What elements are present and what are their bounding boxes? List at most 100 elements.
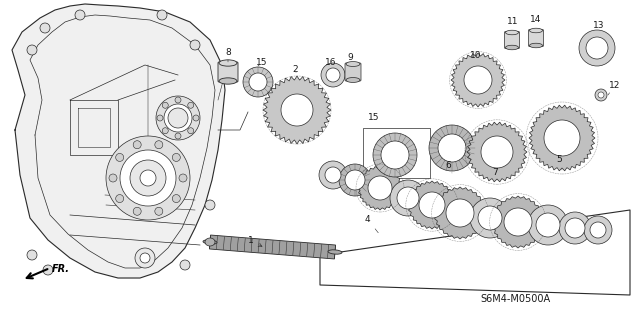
Polygon shape xyxy=(544,120,580,156)
Polygon shape xyxy=(451,53,505,107)
Circle shape xyxy=(43,265,53,275)
Circle shape xyxy=(140,170,156,186)
Circle shape xyxy=(175,97,181,103)
Polygon shape xyxy=(467,122,527,182)
Ellipse shape xyxy=(346,78,360,82)
Circle shape xyxy=(116,153,124,161)
Circle shape xyxy=(193,115,199,121)
Text: 10: 10 xyxy=(470,51,481,60)
Text: 4: 4 xyxy=(365,215,378,233)
Circle shape xyxy=(339,164,371,196)
Text: 7: 7 xyxy=(492,168,498,180)
Circle shape xyxy=(27,250,37,260)
Circle shape xyxy=(397,187,419,209)
Circle shape xyxy=(579,30,615,66)
Circle shape xyxy=(565,218,585,238)
Circle shape xyxy=(172,195,180,203)
Ellipse shape xyxy=(203,240,217,244)
Polygon shape xyxy=(419,192,445,218)
Circle shape xyxy=(75,10,85,20)
Polygon shape xyxy=(12,4,225,278)
Text: 13: 13 xyxy=(593,21,605,30)
Circle shape xyxy=(109,174,117,182)
Ellipse shape xyxy=(506,45,518,50)
Text: 11: 11 xyxy=(507,17,518,26)
Circle shape xyxy=(140,253,150,263)
Circle shape xyxy=(40,23,50,33)
Text: FR.: FR. xyxy=(52,264,70,274)
Circle shape xyxy=(164,104,192,132)
Text: 5: 5 xyxy=(556,155,562,170)
Polygon shape xyxy=(529,105,595,171)
Polygon shape xyxy=(434,187,486,239)
Polygon shape xyxy=(492,196,544,248)
Ellipse shape xyxy=(506,30,518,35)
Circle shape xyxy=(528,205,568,245)
Circle shape xyxy=(345,170,365,190)
Ellipse shape xyxy=(529,28,543,33)
Circle shape xyxy=(595,89,607,101)
Circle shape xyxy=(116,195,124,203)
Text: S6M4-M0500A: S6M4-M0500A xyxy=(480,294,550,304)
Text: 14: 14 xyxy=(530,15,541,24)
Polygon shape xyxy=(408,181,456,229)
Circle shape xyxy=(381,141,409,169)
Circle shape xyxy=(559,212,591,244)
Circle shape xyxy=(168,108,188,128)
Text: 2: 2 xyxy=(292,65,298,74)
Circle shape xyxy=(205,200,215,210)
Text: 12: 12 xyxy=(608,81,620,95)
Circle shape xyxy=(470,198,510,238)
Circle shape xyxy=(590,222,606,238)
Circle shape xyxy=(598,92,604,98)
Polygon shape xyxy=(481,136,513,168)
Text: 6: 6 xyxy=(445,161,452,173)
Circle shape xyxy=(326,68,340,82)
Circle shape xyxy=(584,216,612,244)
Circle shape xyxy=(106,136,190,220)
Polygon shape xyxy=(446,199,474,227)
Circle shape xyxy=(172,153,180,161)
Text: 9: 9 xyxy=(347,53,353,62)
Circle shape xyxy=(133,141,141,149)
Text: 8: 8 xyxy=(225,48,231,62)
Circle shape xyxy=(429,125,475,171)
Text: 15: 15 xyxy=(256,58,268,67)
Circle shape xyxy=(319,161,347,189)
Ellipse shape xyxy=(219,78,237,84)
Text: 1: 1 xyxy=(248,236,262,246)
Circle shape xyxy=(188,128,194,134)
Polygon shape xyxy=(281,94,313,126)
Circle shape xyxy=(190,40,200,50)
Circle shape xyxy=(130,160,166,196)
Polygon shape xyxy=(504,208,532,236)
Circle shape xyxy=(156,96,200,140)
Ellipse shape xyxy=(328,250,342,254)
Polygon shape xyxy=(368,176,392,200)
Ellipse shape xyxy=(346,62,360,66)
Circle shape xyxy=(188,102,194,108)
Circle shape xyxy=(438,134,466,162)
Circle shape xyxy=(155,141,163,149)
Circle shape xyxy=(155,207,163,215)
Circle shape xyxy=(390,180,426,216)
Ellipse shape xyxy=(219,60,237,66)
Circle shape xyxy=(325,167,341,183)
Circle shape xyxy=(120,150,176,206)
FancyBboxPatch shape xyxy=(345,63,361,81)
Circle shape xyxy=(157,10,167,20)
Circle shape xyxy=(175,133,181,139)
Circle shape xyxy=(179,174,187,182)
Circle shape xyxy=(321,63,345,87)
Circle shape xyxy=(133,207,141,215)
Ellipse shape xyxy=(529,43,543,48)
FancyBboxPatch shape xyxy=(218,62,238,82)
Circle shape xyxy=(27,45,37,55)
Circle shape xyxy=(157,115,163,121)
Circle shape xyxy=(478,206,502,230)
Polygon shape xyxy=(358,166,402,210)
Polygon shape xyxy=(209,235,335,259)
Circle shape xyxy=(243,67,273,97)
Text: 15: 15 xyxy=(368,113,380,122)
Circle shape xyxy=(373,133,417,177)
